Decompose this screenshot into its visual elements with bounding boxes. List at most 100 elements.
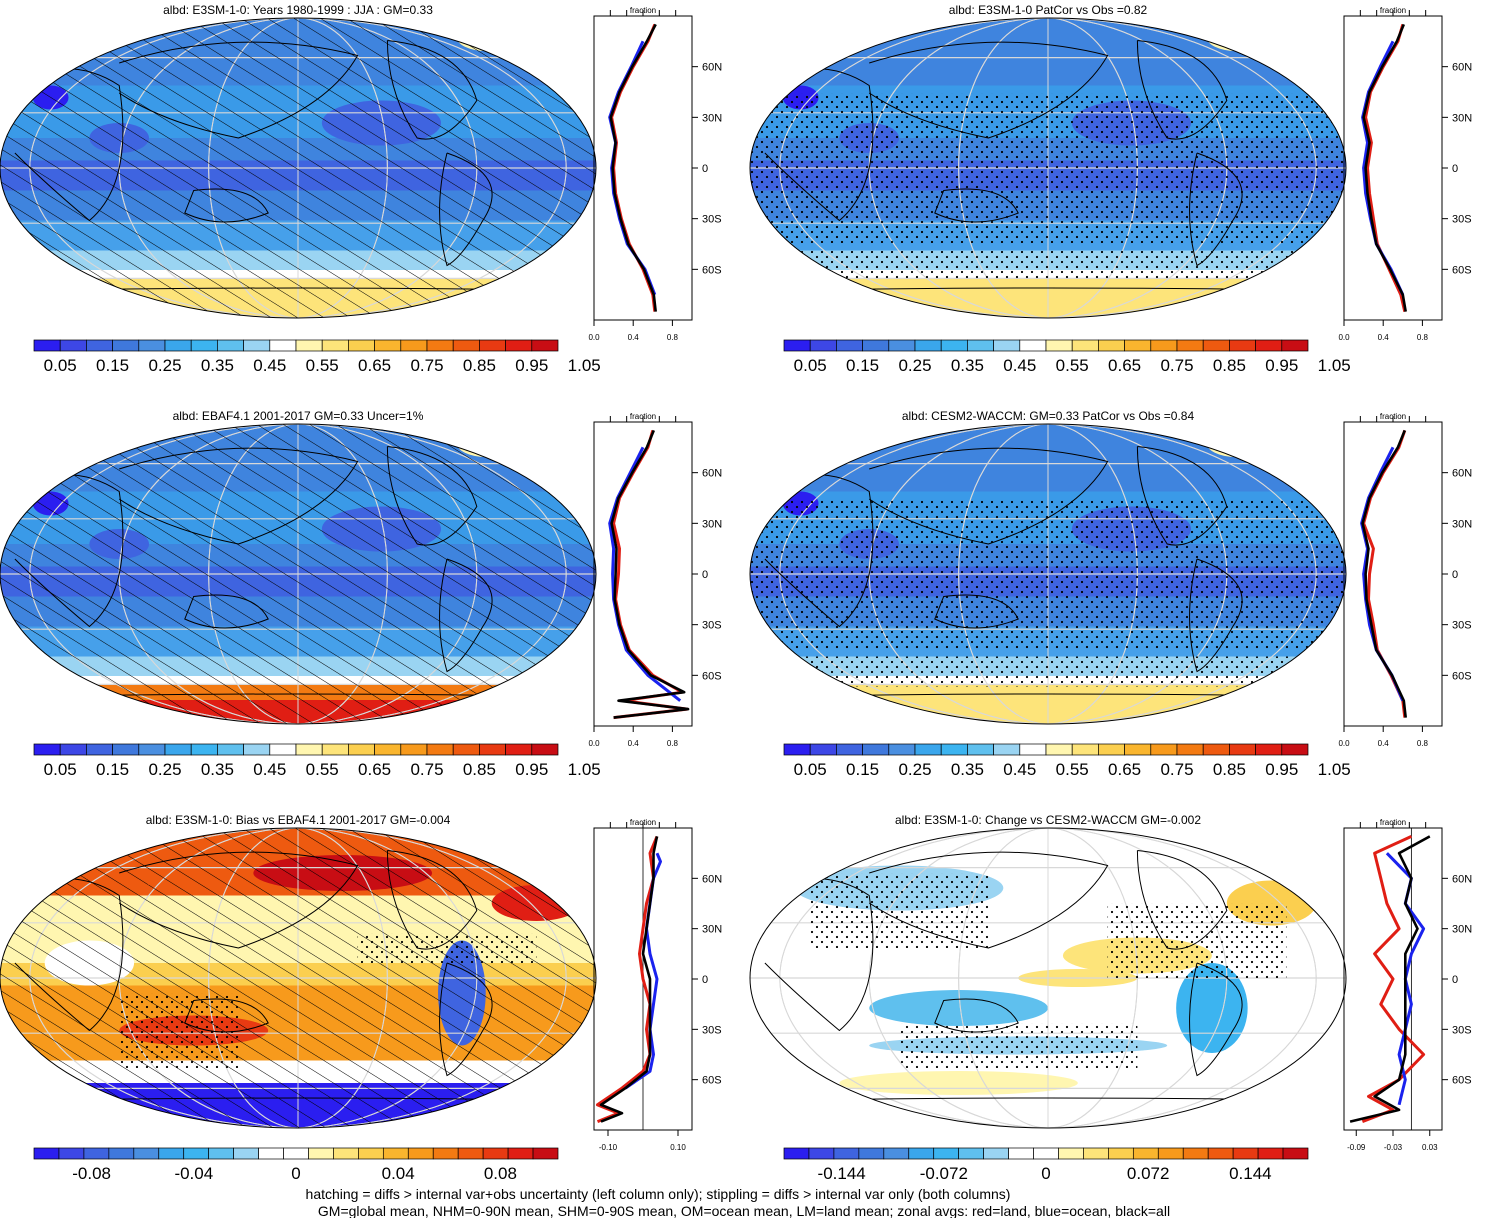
colorbar-swatch: [1176, 743, 1204, 756]
colorbar-swatch: [1108, 1147, 1134, 1160]
lat-tick-label: 30S: [1452, 1024, 1472, 1036]
colorbar-swatch: [532, 1147, 559, 1160]
colorbar-swatch: [269, 339, 297, 352]
colorbar-label: 0.35: [951, 356, 984, 375]
stipple-region: [750, 656, 1346, 687]
colorbar-swatch: [531, 743, 559, 756]
colorbar-label: 0.95: [1265, 760, 1298, 779]
colorbar-swatch: [164, 743, 192, 756]
map-field: [0, 424, 596, 724]
panel-title: albd: EBAF4.1 2001-2017 GM=0.33 Uncer=1%: [173, 409, 424, 423]
lat-tick-label: 30S: [702, 1024, 722, 1036]
lat-tick-label: 30S: [1452, 620, 1472, 632]
colorbar-label: 0.05: [44, 356, 77, 375]
map-field: [0, 828, 596, 1128]
colorbar-swatch: [452, 339, 480, 352]
colorbar-label: 0.65: [358, 356, 391, 375]
colorbar-swatch: [208, 1147, 234, 1160]
colorbar: 0.05 0.15 0.25 0.35 0.45 0.55 0.65 0.75 0.85 0.95…: [783, 339, 1351, 375]
lat-tick-label: 0: [702, 974, 708, 986]
colorbar-label: 0: [291, 1164, 300, 1183]
colorbar-swatch: [1033, 1147, 1059, 1160]
colorbar-label: 0.65: [1108, 760, 1141, 779]
colorbar-label: 1.05: [568, 356, 601, 375]
colorbar-swatch: [1008, 1147, 1034, 1160]
colorbar-swatch: [1019, 339, 1047, 352]
colorbar-swatch: [1282, 1147, 1309, 1160]
colorbar-swatch: [33, 743, 61, 756]
colorbar-swatch: [233, 1147, 259, 1160]
zonal-line-ocean: [608, 40, 657, 296]
colorbar-label: 1.05: [1318, 356, 1351, 375]
colorbar-swatch: [1045, 743, 1073, 756]
colorbar-swatch: [348, 339, 375, 352]
colorbar-swatch: [1098, 339, 1125, 352]
zonal-x-tick-label: 0.8: [667, 333, 679, 342]
colorbar: 0.05 0.15 0.25 0.35 0.45 0.55 0.65 0.75 0.85 0.95…: [33, 743, 601, 779]
colorbar-label: 0: [1041, 1164, 1050, 1183]
lat-tick-label: 0: [702, 569, 708, 581]
lat-tick-label: 30N: [1452, 518, 1472, 530]
lat-tick-label: 30N: [702, 924, 722, 936]
colorbar-swatch: [1132, 1147, 1159, 1160]
zonal-x-tick-label: 0.0: [1338, 333, 1350, 342]
colorbar-swatch: [1157, 1147, 1184, 1160]
zonal-line-all: [610, 429, 690, 719]
colorbar-swatch: [479, 339, 506, 352]
map-outline: [749, 423, 1347, 725]
zonal-x-tick-label: 0.10: [670, 1143, 686, 1152]
colorbar-swatch: [1202, 339, 1230, 352]
colorbar-swatch: [833, 1147, 860, 1160]
colorbar-swatch: [400, 339, 428, 352]
colorbar-swatch: [321, 339, 349, 352]
zonal-x-tick-label: -0.09: [1347, 1143, 1366, 1152]
lat-tick-label: 0: [1452, 569, 1458, 581]
colorbar-swatch: [183, 1147, 210, 1160]
map-outline: [749, 827, 1347, 1129]
lat-tick-label: 60N: [702, 468, 722, 480]
zonal-line-all: [1349, 835, 1431, 1123]
colorbar-swatch: [1255, 339, 1283, 352]
colorbar-swatch: [1182, 1147, 1209, 1160]
colorbar-swatch: [426, 339, 454, 352]
zonal-x-tick-label: 0.8: [1417, 333, 1429, 342]
zonal-x-tick-label: 0.4: [1378, 739, 1390, 748]
lat-tick-label: 30N: [1452, 924, 1472, 936]
colorbar-swatch: [1207, 1147, 1234, 1160]
zonal-x-tick-label: 0.0: [588, 739, 600, 748]
footer-line-2: GM=global mean, NHM=0-90N mean, SHM=0-90…: [318, 1203, 1170, 1218]
colorbar-swatch: [1019, 743, 1047, 756]
colorbar-swatch: [1071, 743, 1099, 756]
colorbar-label: 0.15: [96, 356, 129, 375]
map-panel-5: albd: E3SM-1-0: Bias vs EBAF4.1 2001-201…: [0, 813, 597, 1183]
colorbar-swatch: [1083, 1147, 1109, 1160]
colorbar-swatch: [308, 1147, 334, 1160]
map-outline: [0, 17, 597, 319]
colorbar-swatch: [482, 1147, 509, 1160]
colorbar-swatch: [138, 743, 166, 756]
colorbar-swatch: [1229, 743, 1256, 756]
colorbar-swatch: [908, 1147, 935, 1160]
colorbar-label: 0.072: [1127, 1164, 1170, 1183]
colorbar-swatch: [138, 339, 166, 352]
stipple-region: [750, 93, 1346, 243]
footer-line-1: hatching = diffs > internal var+obs unce…: [306, 1186, 1011, 1202]
lat-tick-label: 60S: [1452, 1075, 1472, 1087]
colorbar-label: 0.45: [253, 760, 286, 779]
colorbar-swatch: [983, 1147, 1009, 1160]
colorbar-label: 0.05: [794, 356, 827, 375]
colorbar-label: -0.08: [72, 1164, 111, 1183]
zonal-line-all: [599, 836, 659, 1123]
colorbar-swatch: [190, 743, 218, 756]
map-field: [0, 18, 596, 318]
colorbar-swatch: [59, 339, 87, 352]
stipple-group: [809, 873, 1287, 1068]
colorbar-label: 0.05: [44, 760, 77, 779]
lat-tick-label: 60N: [702, 62, 722, 74]
lat-tick-label: 60N: [1452, 468, 1472, 480]
hatch-overlay: [0, 828, 596, 1128]
colorbar-swatch: [862, 743, 890, 756]
